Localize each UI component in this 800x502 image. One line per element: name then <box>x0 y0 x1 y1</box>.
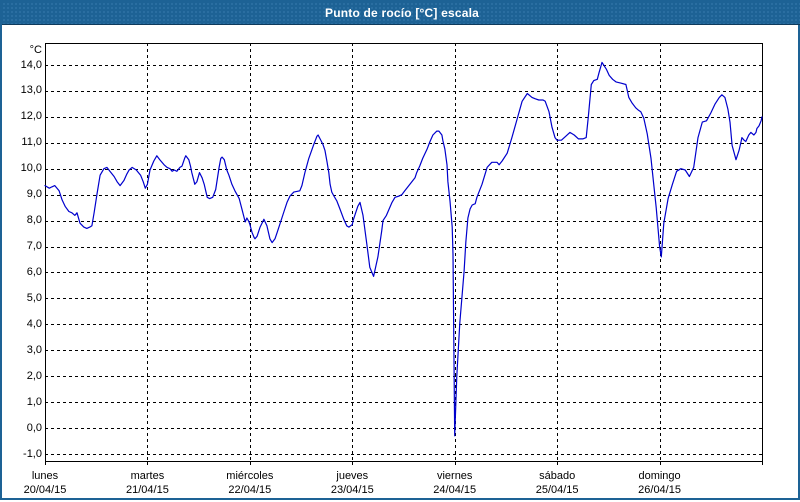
x-axis-date-label: 24/04/15 <box>433 484 477 496</box>
y-axis-label: 1,0 <box>26 395 42 408</box>
y-axis-label: 9,0 <box>26 188 42 201</box>
y-axis-label: 14,0 <box>20 58 42 71</box>
x-axis-date-label: 23/04/15 <box>330 484 374 496</box>
y-axis-label: 13,0 <box>20 84 42 97</box>
y-axis-label: 8,0 <box>26 214 42 227</box>
x-axis-date-label: 21/04/15 <box>126 484 169 496</box>
x-axis-weekday-label: jueves <box>336 470 369 482</box>
x-axis-date-label: 20/04/15 <box>23 484 67 496</box>
y-axis-unit-label: °C <box>29 44 42 56</box>
y-axis-label: 5,0 <box>26 291 42 304</box>
x-axis-date-label: 26/04/15 <box>638 484 681 496</box>
x-axis-weekday-label: lunes <box>31 470 59 482</box>
x-axis-date-label: 22/04/15 <box>228 484 272 496</box>
x-axis-date-label: 25/04/15 <box>535 484 579 496</box>
y-axis-label: 12,0 <box>20 110 42 123</box>
y-axis-label: 6,0 <box>26 265 42 278</box>
dewpoint-series-line <box>44 61 763 437</box>
y-axis-label: 10,0 <box>20 162 42 175</box>
y-axis-label: 3,0 <box>26 343 42 356</box>
y-axis-label: 4,0 <box>26 317 42 330</box>
y-axis-label: 0,0 <box>26 421 42 434</box>
window-title: Punto de rocío [°C] escala <box>324 6 480 20</box>
y-axis-label: 11,0 <box>21 136 42 149</box>
x-axis-weekday-label: miércoles <box>226 470 274 482</box>
y-axis-label: 2,0 <box>26 369 42 382</box>
window-title-bar: Punto de rocío [°C] escala <box>2 2 800 25</box>
y-axis-label: -1,0 <box>23 447 42 460</box>
x-axis-weekday-label: martes <box>130 470 165 482</box>
x-axis-weekday-label: viernes <box>436 470 473 482</box>
x-axis-weekday-label: domingo <box>638 470 681 482</box>
y-axis-label: 7,0 <box>26 240 42 253</box>
x-axis-weekday-label: sábado <box>539 470 576 482</box>
plot-border <box>45 43 763 462</box>
